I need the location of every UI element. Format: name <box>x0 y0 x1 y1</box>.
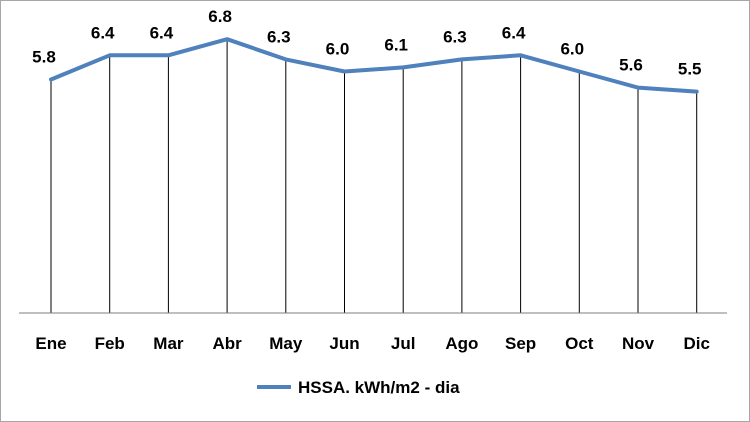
data-label-oct: 6.0 <box>560 39 584 58</box>
x-tick-label-may: May <box>269 334 303 353</box>
x-tick-label-mar: Mar <box>153 334 184 353</box>
data-labels: 5.8 6.4 6.4 6.8 6.3 6.0 6.1 6.3 6.4 6.0 5.6 5.5 <box>32 7 701 78</box>
x-tick-label-ago: Ago <box>445 334 478 353</box>
data-label-feb: 6.4 <box>91 23 115 42</box>
series-line <box>49 37 699 94</box>
x-tick-label-dic: Dic <box>683 334 709 353</box>
data-label-ago: 6.3 <box>443 27 467 46</box>
drop-lines <box>50 39 698 313</box>
data-label-sep: 6.4 <box>502 23 526 42</box>
data-label-nov: 5.6 <box>619 56 643 75</box>
legend: HSSA. kWh/m2 - dia <box>257 378 460 397</box>
x-tick-label-jul: Jul <box>391 334 416 353</box>
data-label-may: 6.3 <box>267 27 291 46</box>
data-label-jul: 6.1 <box>384 35 408 54</box>
x-tick-label-ene: Ene <box>35 334 66 353</box>
data-label-abr: 6.8 <box>208 7 232 26</box>
x-tick-label-jun: Jun <box>329 334 359 353</box>
x-axis-tick-labels: Ene Feb Mar Abr May Jun Jul Ago Sep Oct Nov Dic <box>35 334 710 353</box>
data-label-jun: 6.0 <box>326 39 350 58</box>
x-tick-label-feb: Feb <box>95 334 125 353</box>
x-tick-label-nov: Nov <box>622 334 655 353</box>
x-tick-label-sep: Sep <box>505 334 536 353</box>
legend-label: HSSA. kWh/m2 - dia <box>298 378 460 397</box>
x-tick-label-abr: Abr <box>212 334 242 353</box>
data-label-ene: 5.8 <box>32 48 56 67</box>
x-tick-label-oct: Oct <box>565 334 594 353</box>
data-label-dic: 5.5 <box>678 60 702 79</box>
data-label-mar: 6.4 <box>150 23 174 42</box>
